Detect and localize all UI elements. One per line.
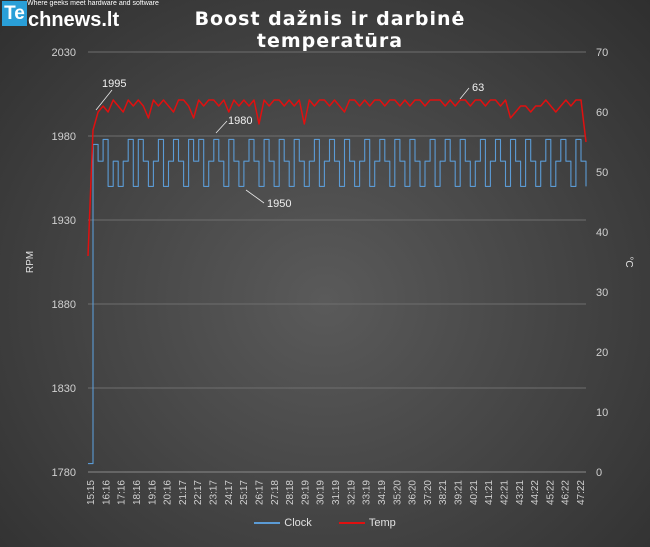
x-tick-label: 36:20 (408, 480, 419, 505)
annotation-leader (95, 89, 113, 111)
x-tick-label: 21:17 (178, 480, 189, 505)
x-tick-label: 33:19 (362, 480, 373, 505)
annotation-leader (245, 189, 265, 204)
x-tick-label: 32:19 (346, 480, 357, 505)
x-tick-label: 29:19 (300, 480, 311, 505)
annotation-leader (459, 87, 470, 100)
annotation-leader (215, 120, 228, 134)
x-tick-label: 23:17 (209, 480, 220, 505)
x-tick-label: 42:21 (499, 480, 510, 505)
x-tick-label: 46:22 (561, 480, 572, 505)
x-tick-label: 24:17 (224, 480, 235, 505)
legend-swatch-clock (254, 522, 281, 525)
x-tick-label: 15:15 (86, 480, 97, 505)
y-right-tick-label: 70 (596, 47, 608, 59)
logo-wordmark: chnews.lt (28, 9, 120, 31)
x-tick-label: 45:22 (545, 480, 556, 505)
legend-label-temp: Temp (368, 517, 396, 530)
x-tick-label: 19:16 (147, 480, 158, 505)
y-left-axis-title: RPM (25, 251, 36, 273)
series-line-temp (87, 99, 587, 257)
x-tick-label: 25:17 (239, 480, 250, 505)
x-tick-label: 16:16 (101, 480, 112, 505)
data-label: 1950 (267, 198, 291, 210)
y-left-tick-label: 1930 (52, 215, 76, 227)
legend-label-clock: Clock (284, 517, 312, 530)
y-left-tick-label: 2030 (52, 47, 76, 59)
x-tick-label: 18:16 (132, 480, 143, 505)
y-right-axis-title: °C (623, 256, 634, 267)
y-right-tick-label: 30 (596, 287, 608, 299)
x-tick-label: 17:16 (117, 480, 128, 505)
legend-item-clock: Clock (254, 517, 312, 529)
y-right-tick-label: 40 (596, 227, 608, 239)
x-tick-label: 22:17 (193, 480, 204, 505)
y-right-tick-label: 10 (596, 407, 608, 419)
x-tick-label: 35:20 (392, 480, 403, 505)
x-tick-label: 26:17 (254, 480, 265, 505)
y-left-tick-label: 1830 (52, 383, 76, 395)
series-line-clock (88, 138, 587, 465)
y-left-tick-label: 1980 (52, 131, 76, 143)
y-right-tick-label: 20 (596, 347, 608, 359)
x-tick-label: 27:18 (270, 480, 281, 505)
x-tick-label: 34:19 (377, 480, 388, 505)
logo-mark: Te (2, 1, 27, 26)
chart-legend: Clock Temp (0, 517, 650, 529)
x-tick-label: 41:21 (484, 480, 495, 505)
y-left-tick-label: 1780 (52, 467, 76, 479)
legend-swatch-temp (338, 522, 365, 525)
x-tick-label: 44:22 (530, 480, 541, 505)
chart-title: Boost dažnis ir darbinė temperatūra (194, 8, 466, 52)
logo-tagline: Where geeks meet hardware and software (27, 0, 159, 7)
x-tick-label: 40:21 (469, 480, 480, 505)
x-tick-label: 28:18 (285, 480, 296, 505)
y-right-tick-label: 0 (596, 467, 602, 479)
data-label: 1980 (228, 115, 252, 127)
site-logo[interactable]: Te Where geeks meet hardware and softwar… (0, 0, 190, 32)
data-label: 1995 (102, 78, 126, 90)
data-label: 63 (472, 82, 484, 94)
legend-item-temp: Temp (338, 517, 396, 530)
x-tick-label: 37:20 (423, 480, 434, 505)
x-tick-label: 30:19 (316, 480, 327, 505)
y-right-tick-label: 60 (596, 107, 608, 119)
x-tick-label: 39:21 (454, 480, 465, 505)
x-tick-label: 47:22 (576, 480, 587, 505)
y-right-tick-label: 50 (596, 167, 608, 179)
x-tick-label: 38:21 (438, 480, 449, 505)
y-left-tick-label: 1880 (52, 299, 76, 311)
x-tick-label: 43:21 (515, 480, 526, 505)
x-tick-label: 20:16 (163, 480, 174, 505)
x-tick-label: 31:19 (331, 480, 342, 505)
